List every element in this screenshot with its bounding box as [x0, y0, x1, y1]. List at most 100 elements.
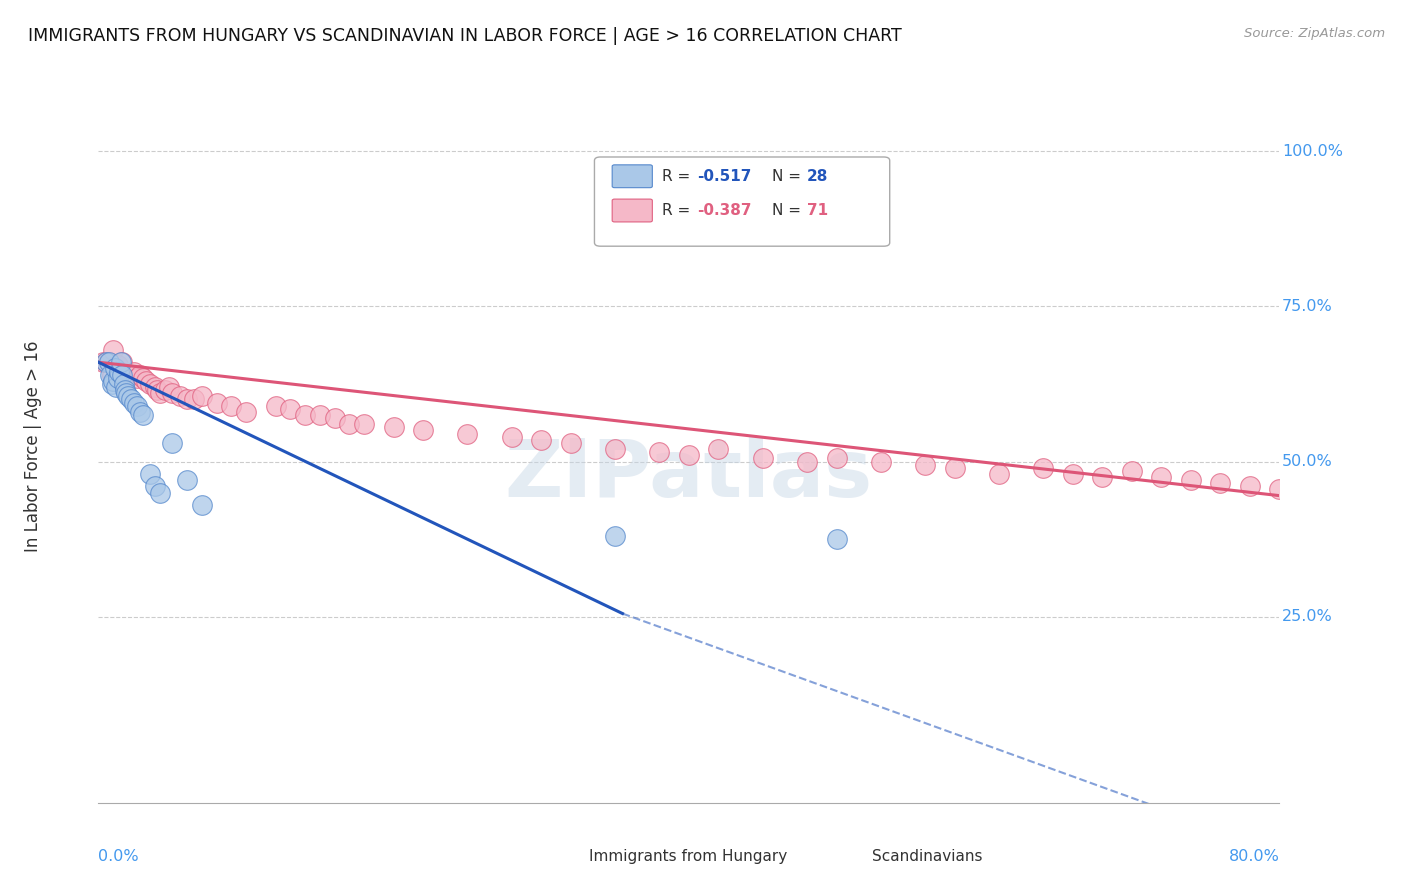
Text: 0.0%: 0.0% [98, 849, 139, 864]
Point [125, 370, 148, 384]
Point [560, 436, 582, 450]
Point [412, 424, 434, 438]
Point [183, 392, 205, 407]
Text: 71: 71 [807, 203, 828, 218]
Text: R =: R = [662, 203, 695, 218]
Point [103, 343, 125, 357]
Point [91, 355, 114, 369]
Text: 80.0%: 80.0% [1229, 849, 1279, 864]
Point [162, 436, 183, 450]
Point [235, 405, 257, 419]
Point [94, 355, 117, 369]
Point [278, 401, 302, 416]
Text: N =: N = [772, 203, 806, 218]
Point [382, 420, 405, 434]
Point [294, 408, 316, 422]
Point [122, 395, 145, 409]
Point [100, 376, 122, 391]
Point [104, 361, 127, 376]
Point [337, 417, 360, 432]
Point [1150, 470, 1173, 484]
Point [146, 383, 169, 397]
Point [132, 408, 155, 422]
Point [100, 368, 122, 382]
Point [943, 460, 966, 475]
Point [169, 389, 191, 403]
Point [825, 451, 848, 466]
Point [205, 395, 228, 409]
Point [94, 355, 117, 369]
FancyBboxPatch shape [595, 157, 890, 246]
Point [149, 386, 172, 401]
Point [707, 442, 730, 456]
Point [825, 532, 848, 546]
Point [264, 399, 287, 413]
Point [143, 479, 166, 493]
Point [678, 448, 700, 462]
Text: Source: ZipAtlas.com: Source: ZipAtlas.com [1244, 27, 1385, 40]
Point [111, 368, 134, 382]
Text: ZIPatlas: ZIPatlas [505, 435, 873, 514]
Point [869, 454, 891, 468]
Point [97, 355, 120, 369]
Point [1121, 464, 1143, 478]
Point [105, 361, 128, 376]
Point [153, 383, 176, 397]
Point [191, 389, 214, 403]
FancyBboxPatch shape [612, 165, 652, 187]
Point [105, 380, 128, 394]
Point [1091, 470, 1114, 484]
Point [120, 392, 142, 407]
Text: N =: N = [772, 169, 806, 184]
Point [139, 467, 162, 481]
Text: -0.387: -0.387 [697, 203, 752, 218]
Point [115, 386, 138, 401]
Point [1180, 473, 1202, 487]
Point [114, 374, 136, 388]
Point [122, 365, 145, 379]
FancyBboxPatch shape [828, 845, 866, 868]
Point [110, 368, 132, 382]
FancyBboxPatch shape [612, 199, 652, 222]
Point [125, 399, 148, 413]
Text: 25.0%: 25.0% [1282, 609, 1333, 624]
Point [353, 417, 375, 432]
Point [98, 368, 121, 382]
Point [1062, 467, 1084, 481]
Point [162, 386, 183, 401]
Point [1209, 476, 1232, 491]
Point [103, 374, 125, 388]
Point [219, 399, 242, 413]
Point [139, 376, 162, 391]
Text: 100.0%: 100.0% [1282, 144, 1343, 159]
Point [309, 408, 332, 422]
Point [143, 380, 166, 394]
Text: -0.517: -0.517 [697, 169, 752, 184]
Point [117, 368, 139, 382]
Text: 75.0%: 75.0% [1282, 299, 1333, 314]
Point [605, 442, 627, 456]
Point [176, 392, 198, 407]
Point [191, 498, 214, 512]
Point [157, 380, 180, 394]
Point [914, 458, 936, 472]
Point [128, 368, 150, 382]
Point [1032, 460, 1054, 475]
Text: 50.0%: 50.0% [1282, 454, 1333, 469]
Point [605, 529, 627, 543]
Point [648, 445, 671, 459]
Point [1357, 491, 1379, 506]
Point [114, 383, 136, 397]
Point [97, 355, 120, 369]
Point [111, 355, 134, 369]
Point [987, 467, 1010, 481]
Point [110, 355, 132, 369]
Text: IMMIGRANTS FROM HUNGARY VS SCANDINAVIAN IN LABOR FORCE | AGE > 16 CORRELATION CH: IMMIGRANTS FROM HUNGARY VS SCANDINAVIAN … [28, 27, 901, 45]
Point [796, 454, 818, 468]
Point [176, 473, 198, 487]
Point [108, 365, 131, 379]
Point [117, 389, 139, 403]
Point [1268, 483, 1291, 497]
Point [323, 411, 346, 425]
Point [1239, 479, 1261, 493]
